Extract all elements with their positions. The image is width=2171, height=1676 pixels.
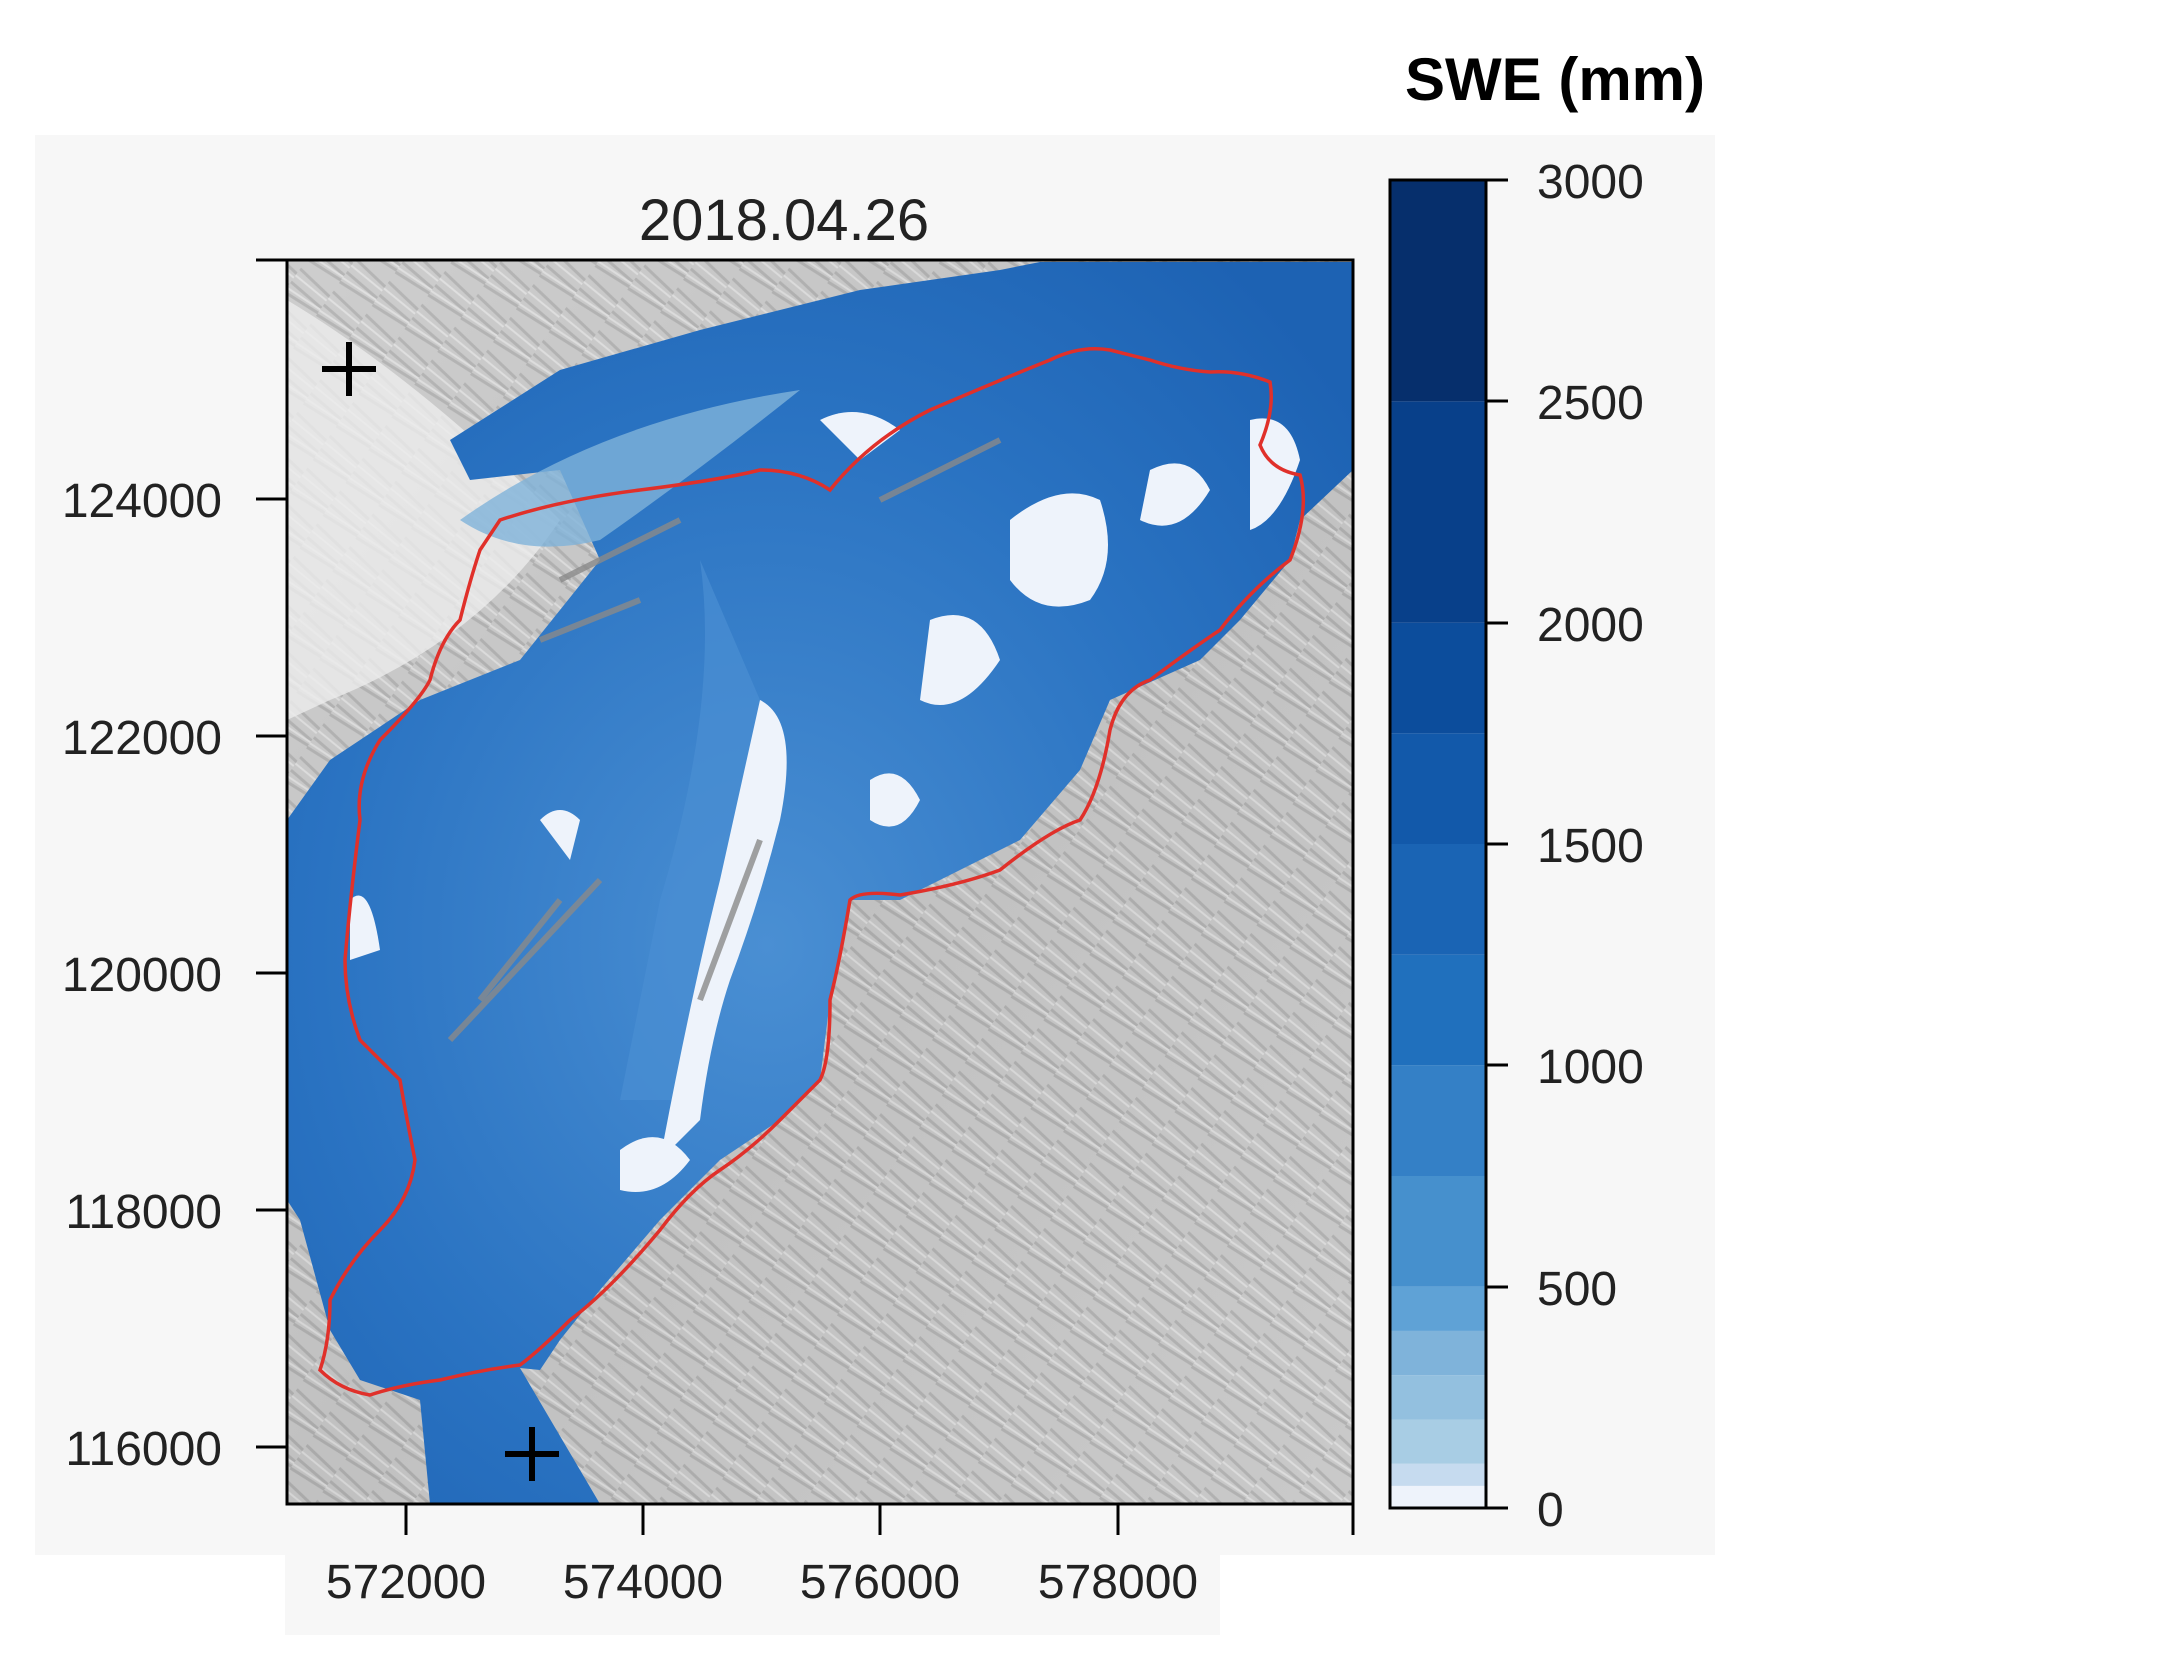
colorbar-band xyxy=(1390,1375,1486,1420)
colorbar-band xyxy=(1390,733,1486,844)
catchment-outline xyxy=(317,347,1306,1397)
colorbar-tick-label: 500 xyxy=(1537,1263,1617,1316)
central-snow xyxy=(620,560,760,1100)
colorbar-tick-label: 1500 xyxy=(1537,820,1644,873)
colorbar-band xyxy=(1390,622,1486,734)
plot-frame xyxy=(285,258,1355,1506)
map-title: 2018.04.26 xyxy=(639,188,929,253)
colorbar-band xyxy=(1390,1463,1486,1486)
valley-area xyxy=(287,300,560,720)
x-tick-label: 578000 xyxy=(1038,1556,1198,1609)
colorbar-band xyxy=(1390,1330,1486,1376)
y-tick-label: 122000 xyxy=(62,712,222,765)
colorbar-band xyxy=(1390,180,1486,402)
colorbar-band xyxy=(1390,844,1486,955)
colorbar: SWE (mm) 3000 2500 2000 1500 1000 500 0 xyxy=(1388,46,1705,1537)
colorbar-title: SWE (mm) xyxy=(1405,46,1705,113)
colorbar-tick-label: 0 xyxy=(1537,1484,1564,1537)
map-plot-area xyxy=(287,260,1353,1504)
rock-streaks xyxy=(447,437,1002,1043)
y-tick-label: 118000 xyxy=(65,1186,222,1239)
cross-marker-top-left xyxy=(322,342,376,396)
x-tick-label: 574000 xyxy=(563,1556,723,1609)
colorbar-bands xyxy=(1390,180,1486,1508)
colorbar-band xyxy=(1390,1485,1486,1508)
colorbar-tick-label: 1000 xyxy=(1537,1041,1644,1094)
colorbar-tick-label: 2500 xyxy=(1537,377,1644,430)
y-tick-label: 124000 xyxy=(62,475,222,528)
colorbar-tick-label: 3000 xyxy=(1537,156,1644,209)
colorbar-tick-label: 2000 xyxy=(1537,599,1644,652)
colorbar-band xyxy=(1390,1286,1486,1331)
y-tick-label: 120000 xyxy=(62,949,222,1002)
colorbar-band xyxy=(1390,1176,1486,1287)
x-axis: 572000 574000 576000 578000 xyxy=(285,1504,1355,1635)
colorbar-band xyxy=(1390,1065,1486,1176)
colorbar-band xyxy=(1390,1419,1486,1464)
x-tick-label: 572000 xyxy=(326,1556,486,1609)
colorbar-band xyxy=(1390,954,1486,1066)
x-label-backdrop xyxy=(285,1545,1220,1635)
cross-marker-bottom xyxy=(505,1427,559,1481)
colorbar-band xyxy=(1390,401,1486,623)
x-tick-label: 576000 xyxy=(800,1556,960,1609)
y-tick-label: 116000 xyxy=(65,1423,222,1476)
y-axis: 124000 122000 120000 118000 116000 xyxy=(62,475,287,1476)
